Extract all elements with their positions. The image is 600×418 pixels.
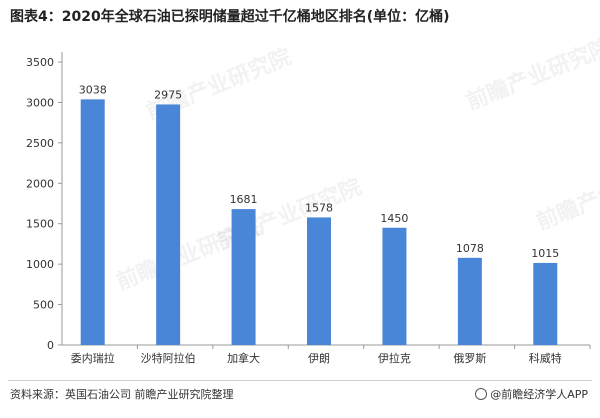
bar (231, 209, 256, 345)
data-label: 1578 (305, 201, 333, 214)
data-label: 1681 (230, 193, 258, 206)
bar (80, 99, 105, 345)
chart-bars: 3038 委内瑞拉 2975 沙特阿拉伯 1681 加拿大 1578 伊朗 1450 伊拉克 107… (71, 83, 591, 365)
data-label: 1078 (456, 242, 484, 255)
y-tick-label: 1500 (26, 218, 54, 231)
data-label: 1015 (531, 247, 559, 260)
y-tick-label: 2500 (26, 137, 54, 150)
bar (457, 257, 482, 345)
brand-text: @前瞻经济学人APP (490, 388, 588, 401)
y-tick-label: 1000 (26, 258, 54, 271)
x-tick-label: 科威特 (529, 351, 562, 365)
x-tick-label: 俄罗斯 (453, 352, 486, 365)
x-tick-label: 加拿大 (227, 351, 260, 365)
chart-axes: 0 500 1000 1500 2000 2500 3000 3500 (26, 52, 590, 352)
x-tick-label: 沙特阿拉伯 (141, 351, 196, 365)
data-label: 2975 (154, 88, 182, 101)
x-tick-label: 伊拉克 (378, 351, 411, 365)
bar (307, 217, 331, 345)
y-tick-label: 3500 (26, 56, 54, 69)
chart-title: 图表4：2020年全球石油已探明储量超过千亿桶地区排名(单位：亿桶) (10, 9, 450, 25)
source-note: 资料来源：英国石油公司 前瞻产业研究院整理 (10, 388, 234, 401)
brand-label: @前瞻经济学人APP (475, 386, 588, 402)
bar (533, 262, 558, 345)
footer-divider (8, 380, 592, 381)
x-tick-label: 委内瑞拉 (71, 351, 115, 365)
x-tick-label: 伊朗 (308, 352, 330, 365)
data-label: 1450 (380, 212, 408, 225)
watermark-text: 前瞻产业研究院 (463, 34, 600, 116)
bar (156, 104, 181, 345)
data-label: 3038 (79, 83, 107, 96)
y-tick-label: 3000 (26, 96, 54, 109)
watermark-text: 前瞻产业研究院 (533, 154, 600, 236)
y-tick-label: 500 (33, 299, 54, 312)
brand-icon (475, 388, 488, 400)
y-tick-label: 2000 (26, 177, 54, 190)
bar (382, 227, 407, 345)
y-tick-label: 0 (47, 339, 54, 352)
